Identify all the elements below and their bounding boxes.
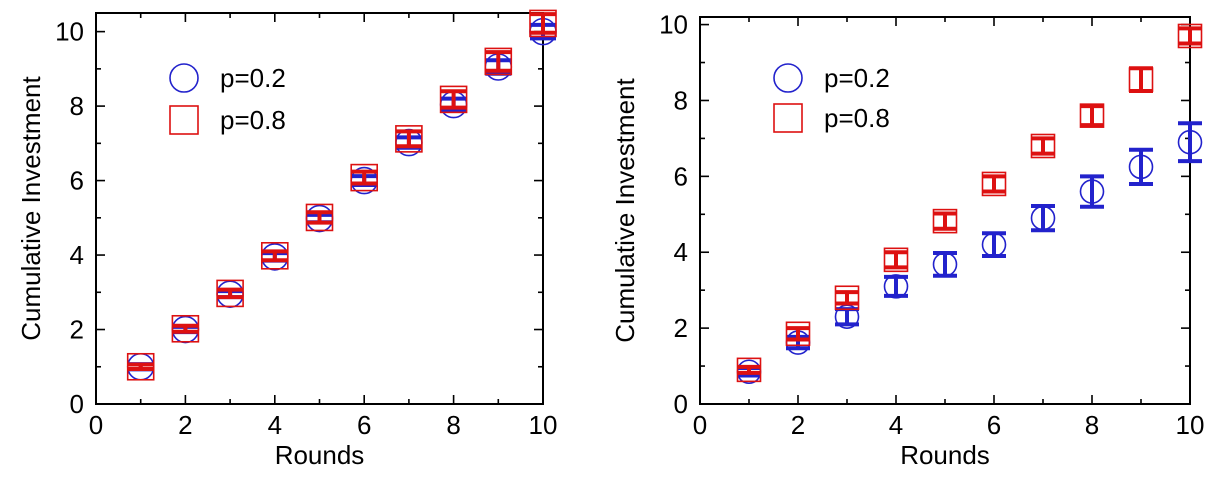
legend-label: p=0.8 xyxy=(824,103,890,133)
data-point-circle xyxy=(932,252,958,277)
x-tick-label: 4 xyxy=(268,410,282,440)
x-tick-label: 8 xyxy=(1085,410,1099,440)
y-tick-label: 0 xyxy=(674,389,688,419)
legend-marker-circle xyxy=(169,63,199,93)
data-point-square xyxy=(395,125,423,153)
x-tick-label: 2 xyxy=(791,410,805,440)
data-point-square xyxy=(785,321,811,347)
legend-marker-square xyxy=(169,105,199,135)
data-point-square xyxy=(439,85,468,114)
y-tick-label: 8 xyxy=(70,91,84,121)
data-point-square xyxy=(1079,103,1105,128)
y-tick-label: 0 xyxy=(70,389,84,419)
data-point-square xyxy=(216,279,244,308)
data-point-square xyxy=(350,163,379,192)
legend-marker-square xyxy=(773,103,803,133)
legend-label: p=0.2 xyxy=(220,63,286,93)
y-tick-label: 6 xyxy=(674,161,688,191)
data-point-square xyxy=(736,357,762,383)
y-tick-label: 6 xyxy=(70,166,84,196)
data-point-circle xyxy=(1079,179,1105,204)
legend-label: p=0.2 xyxy=(824,63,890,93)
data-point-circle xyxy=(1177,129,1203,155)
data-point-square xyxy=(529,9,557,38)
data-point-square xyxy=(484,47,513,76)
right-chart-panel: 0 2 4 6 8 10 0 2 4 6 8 10 Rounds Cumulative Investmen… xyxy=(610,10,1204,470)
x-tick-label: 8 xyxy=(446,410,460,440)
data-point-circle xyxy=(1030,205,1056,231)
x-tick-label: 10 xyxy=(529,410,558,440)
data-point-square xyxy=(126,352,155,381)
y-tick-label: 4 xyxy=(70,240,84,270)
data-point-circle xyxy=(981,232,1007,257)
y-tick-label: 2 xyxy=(70,315,84,345)
x-tick-label: 4 xyxy=(889,410,903,440)
y-tick-label: 8 xyxy=(674,85,688,115)
x-tick-label: 0 xyxy=(89,410,103,440)
legend-label: p=0.8 xyxy=(220,105,286,135)
data-point-circle xyxy=(883,274,909,299)
data-point-square xyxy=(305,203,334,232)
y-tick-label: 2 xyxy=(674,313,688,343)
y-tick-label: 10 xyxy=(55,17,84,47)
data-point-square xyxy=(1128,67,1154,92)
data-point-square xyxy=(932,208,958,234)
y-tick-label: 4 xyxy=(674,237,688,267)
data-point-square xyxy=(1177,23,1203,49)
data-point-square xyxy=(1030,133,1056,159)
x-axis-title: Rounds xyxy=(900,440,990,470)
x-tick-label: 2 xyxy=(178,410,192,440)
data-point-square xyxy=(981,171,1007,197)
plot-frame xyxy=(95,12,544,405)
data-point-square xyxy=(834,285,860,311)
x-tick-label: 10 xyxy=(1176,410,1205,440)
x-tick-label: 0 xyxy=(693,410,707,440)
y-axis-title: Cumulative Investment xyxy=(610,78,640,343)
y-tick-label: 10 xyxy=(659,10,688,40)
x-axis-title: Rounds xyxy=(275,440,365,470)
data-point-square xyxy=(260,241,289,270)
data-point-square xyxy=(171,314,200,343)
y-axis-title: Cumulative Investment xyxy=(16,76,46,341)
data-point-square xyxy=(883,247,909,273)
x-tick-label: 6 xyxy=(357,410,371,440)
x-tick-label: 6 xyxy=(987,410,1001,440)
legend-marker-circle xyxy=(773,63,803,93)
data-point-circle xyxy=(1128,154,1154,180)
left-chart-panel: 0 2 4 6 8 10 0 2 4 6 8 10 Rounds Cumulative Investmen… xyxy=(16,9,558,470)
